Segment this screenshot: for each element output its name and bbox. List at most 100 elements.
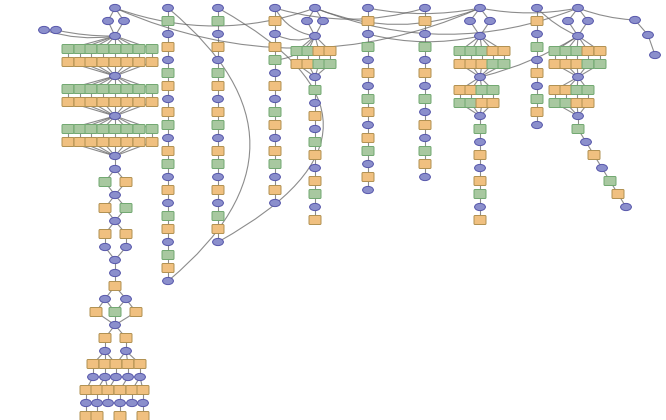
FancyBboxPatch shape bbox=[121, 58, 133, 66]
FancyBboxPatch shape bbox=[465, 86, 477, 94]
FancyBboxPatch shape bbox=[212, 81, 224, 90]
FancyBboxPatch shape bbox=[133, 58, 145, 66]
Ellipse shape bbox=[573, 113, 583, 120]
FancyBboxPatch shape bbox=[133, 84, 145, 94]
FancyBboxPatch shape bbox=[474, 189, 486, 199]
FancyBboxPatch shape bbox=[62, 84, 74, 94]
FancyBboxPatch shape bbox=[133, 137, 145, 147]
Ellipse shape bbox=[51, 26, 61, 34]
FancyBboxPatch shape bbox=[572, 124, 584, 134]
FancyBboxPatch shape bbox=[531, 94, 543, 103]
Ellipse shape bbox=[163, 200, 173, 207]
FancyBboxPatch shape bbox=[146, 58, 158, 66]
FancyBboxPatch shape bbox=[309, 176, 321, 186]
Ellipse shape bbox=[212, 30, 223, 38]
FancyBboxPatch shape bbox=[120, 178, 132, 186]
FancyBboxPatch shape bbox=[212, 68, 224, 78]
FancyBboxPatch shape bbox=[212, 212, 224, 220]
Ellipse shape bbox=[563, 17, 573, 25]
Ellipse shape bbox=[318, 17, 328, 25]
FancyBboxPatch shape bbox=[419, 94, 431, 103]
FancyBboxPatch shape bbox=[419, 16, 431, 26]
Ellipse shape bbox=[270, 134, 280, 142]
FancyBboxPatch shape bbox=[62, 124, 74, 134]
FancyBboxPatch shape bbox=[126, 386, 138, 394]
Ellipse shape bbox=[39, 26, 49, 34]
FancyBboxPatch shape bbox=[80, 412, 92, 420]
FancyBboxPatch shape bbox=[582, 47, 594, 55]
FancyBboxPatch shape bbox=[97, 84, 109, 94]
FancyBboxPatch shape bbox=[269, 147, 281, 155]
Ellipse shape bbox=[110, 32, 121, 39]
Ellipse shape bbox=[475, 139, 486, 146]
FancyBboxPatch shape bbox=[313, 47, 325, 55]
Ellipse shape bbox=[310, 203, 320, 210]
Ellipse shape bbox=[362, 160, 374, 168]
FancyBboxPatch shape bbox=[85, 124, 97, 134]
Ellipse shape bbox=[583, 17, 593, 25]
Ellipse shape bbox=[163, 95, 173, 102]
FancyBboxPatch shape bbox=[362, 42, 374, 52]
Ellipse shape bbox=[100, 373, 111, 381]
Ellipse shape bbox=[531, 121, 542, 129]
FancyBboxPatch shape bbox=[109, 137, 121, 147]
FancyBboxPatch shape bbox=[419, 42, 431, 52]
FancyBboxPatch shape bbox=[97, 45, 109, 53]
FancyBboxPatch shape bbox=[269, 55, 281, 65]
FancyBboxPatch shape bbox=[162, 263, 174, 273]
FancyBboxPatch shape bbox=[133, 45, 145, 53]
FancyBboxPatch shape bbox=[362, 108, 374, 116]
FancyBboxPatch shape bbox=[309, 150, 321, 160]
Ellipse shape bbox=[100, 347, 111, 354]
FancyBboxPatch shape bbox=[594, 60, 606, 68]
Ellipse shape bbox=[163, 173, 173, 181]
FancyBboxPatch shape bbox=[560, 60, 572, 68]
FancyBboxPatch shape bbox=[465, 60, 477, 68]
FancyBboxPatch shape bbox=[302, 47, 314, 55]
Ellipse shape bbox=[475, 32, 486, 39]
FancyBboxPatch shape bbox=[487, 60, 499, 68]
FancyBboxPatch shape bbox=[309, 111, 321, 121]
FancyBboxPatch shape bbox=[146, 137, 158, 147]
FancyBboxPatch shape bbox=[109, 58, 121, 66]
Ellipse shape bbox=[629, 16, 641, 24]
FancyBboxPatch shape bbox=[212, 186, 224, 194]
FancyBboxPatch shape bbox=[454, 60, 466, 68]
FancyBboxPatch shape bbox=[114, 412, 126, 420]
FancyBboxPatch shape bbox=[582, 60, 594, 68]
FancyBboxPatch shape bbox=[162, 42, 174, 52]
FancyBboxPatch shape bbox=[109, 84, 121, 94]
FancyBboxPatch shape bbox=[212, 42, 224, 52]
FancyBboxPatch shape bbox=[560, 86, 572, 94]
FancyBboxPatch shape bbox=[99, 360, 111, 368]
FancyBboxPatch shape bbox=[162, 147, 174, 155]
FancyBboxPatch shape bbox=[582, 99, 594, 108]
Ellipse shape bbox=[121, 347, 131, 354]
Ellipse shape bbox=[362, 121, 374, 129]
FancyBboxPatch shape bbox=[130, 307, 142, 317]
Ellipse shape bbox=[110, 4, 121, 12]
Ellipse shape bbox=[573, 74, 583, 81]
FancyBboxPatch shape bbox=[122, 360, 134, 368]
Ellipse shape bbox=[92, 399, 103, 407]
Ellipse shape bbox=[111, 373, 121, 381]
FancyBboxPatch shape bbox=[454, 86, 466, 94]
Ellipse shape bbox=[310, 100, 320, 107]
Ellipse shape bbox=[270, 30, 280, 38]
Ellipse shape bbox=[212, 173, 223, 181]
FancyBboxPatch shape bbox=[269, 108, 281, 116]
FancyBboxPatch shape bbox=[162, 160, 174, 168]
Ellipse shape bbox=[597, 164, 607, 172]
FancyBboxPatch shape bbox=[134, 360, 146, 368]
FancyBboxPatch shape bbox=[269, 121, 281, 129]
FancyBboxPatch shape bbox=[309, 189, 321, 199]
Ellipse shape bbox=[420, 134, 430, 142]
FancyBboxPatch shape bbox=[212, 160, 224, 168]
Ellipse shape bbox=[270, 69, 280, 76]
Ellipse shape bbox=[420, 82, 430, 89]
FancyBboxPatch shape bbox=[549, 47, 561, 55]
FancyBboxPatch shape bbox=[269, 81, 281, 90]
FancyBboxPatch shape bbox=[121, 137, 133, 147]
FancyBboxPatch shape bbox=[571, 86, 583, 94]
FancyBboxPatch shape bbox=[85, 45, 97, 53]
